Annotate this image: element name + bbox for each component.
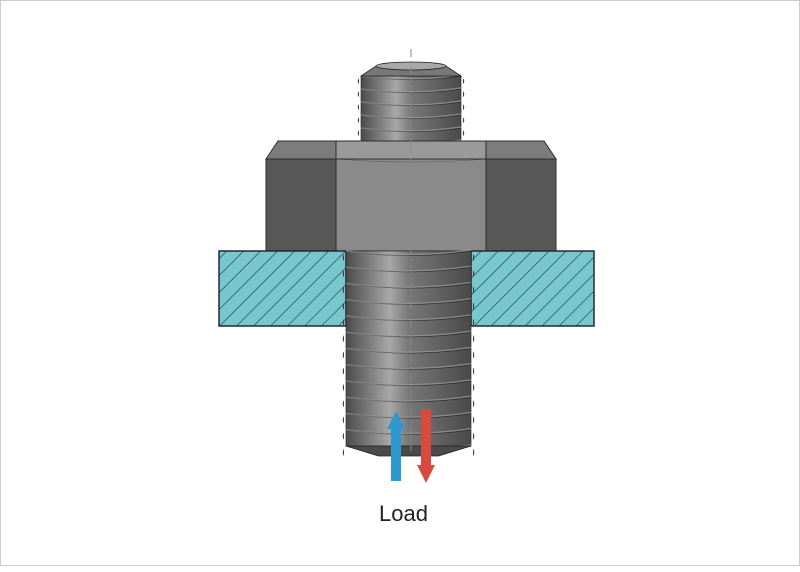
diagram-frame: Load [0, 0, 800, 566]
bolt-load-diagram [1, 1, 800, 567]
load-label: Load [379, 501, 428, 527]
